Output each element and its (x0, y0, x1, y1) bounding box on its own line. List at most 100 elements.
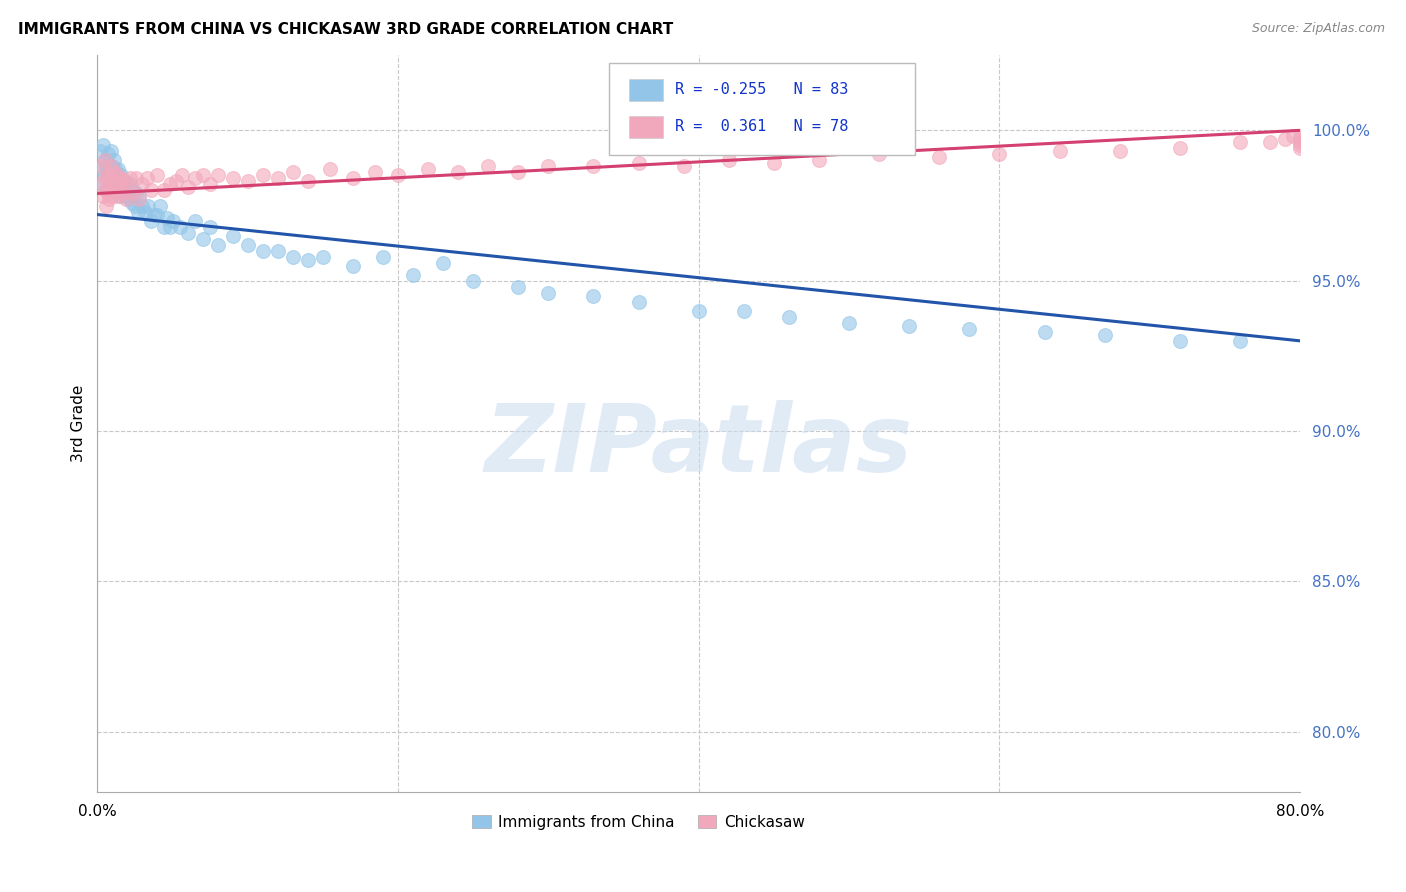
Point (508, 165, 530, 179)
Point (134, 204, 156, 219)
Point (281, 250, 304, 264)
Point (98, 180, 121, 194)
Point (120, 178, 142, 192)
Point (141, 213, 163, 227)
Point (111, 184, 134, 198)
Point (127, 204, 149, 219)
Point (110, 171, 132, 186)
Point (101, 189, 124, 203)
Point (152, 184, 174, 198)
Point (221, 228, 243, 243)
Point (928, 150, 950, 164)
Point (96, 160, 118, 174)
Point (100, 160, 122, 174)
Point (371, 250, 394, 264)
Text: IMMIGRANTS FROM CHINA VS CHICKASAW 3RD GRADE CORRELATION CHART: IMMIGRANTS FROM CHINA VS CHICKASAW 3RD G… (18, 22, 673, 37)
Point (762, 156, 785, 170)
Point (537, 160, 560, 174)
Point (387, 169, 409, 183)
Point (96, 184, 118, 198)
Point (101, 174, 124, 188)
Point (97, 147, 120, 161)
Point (90, 162, 112, 177)
Point (103, 171, 125, 186)
Point (98, 160, 121, 174)
Point (236, 174, 259, 188)
Point (104, 162, 127, 177)
Point (104, 184, 127, 198)
Point (957, 322, 980, 336)
Point (778, 310, 800, 324)
Point (176, 180, 198, 194)
Point (402, 268, 425, 282)
Point (89, 178, 111, 192)
Point (131, 198, 153, 212)
Point (808, 153, 831, 168)
Point (672, 160, 695, 174)
Point (89, 145, 111, 159)
Point (733, 303, 755, 318)
Point (121, 195, 143, 210)
Point (1168, 334, 1191, 348)
Point (191, 169, 214, 183)
Point (838, 316, 860, 330)
Point (297, 252, 319, 267)
Point (108, 174, 131, 188)
Point (94, 169, 117, 183)
Point (191, 231, 214, 245)
Point (319, 162, 342, 177)
Point (1094, 327, 1116, 342)
Bar (628, 78, 662, 101)
Point (1108, 145, 1130, 159)
Point (96, 184, 118, 198)
Point (1289, 132, 1312, 146)
FancyBboxPatch shape (609, 62, 915, 154)
Point (627, 156, 650, 170)
Point (110, 169, 132, 183)
Point (477, 160, 499, 174)
Point (297, 174, 319, 188)
Point (96, 198, 118, 212)
Point (146, 208, 169, 222)
Point (93, 138, 115, 153)
Point (342, 259, 364, 273)
Point (364, 165, 387, 179)
Point (128, 189, 150, 203)
Point (105, 169, 128, 183)
Point (141, 184, 163, 198)
Point (97, 186, 120, 201)
Point (1258, 136, 1281, 150)
Point (152, 219, 174, 234)
Point (98, 193, 121, 207)
Point (267, 171, 290, 186)
Point (184, 171, 207, 186)
Point (688, 303, 710, 318)
Point (107, 162, 129, 177)
Point (94, 153, 117, 168)
Point (115, 189, 138, 203)
Point (252, 244, 274, 258)
Point (868, 147, 890, 161)
Point (98, 171, 121, 186)
Point (627, 294, 650, 309)
Point (143, 208, 166, 222)
Point (117, 178, 139, 192)
Point (207, 169, 229, 183)
Point (128, 193, 150, 207)
Point (112, 174, 135, 188)
Point (1289, 129, 1312, 144)
Point (131, 178, 153, 192)
Point (107, 189, 129, 203)
Point (103, 153, 125, 168)
Bar (628, 116, 662, 137)
Point (898, 318, 921, 333)
Point (582, 160, 605, 174)
Point (1289, 138, 1312, 153)
Point (165, 174, 187, 188)
Point (108, 189, 131, 203)
Point (104, 180, 127, 194)
Point (1033, 325, 1056, 339)
Point (138, 198, 160, 212)
Point (122, 186, 145, 201)
Text: R = -0.255   N = 83: R = -0.255 N = 83 (675, 82, 848, 97)
